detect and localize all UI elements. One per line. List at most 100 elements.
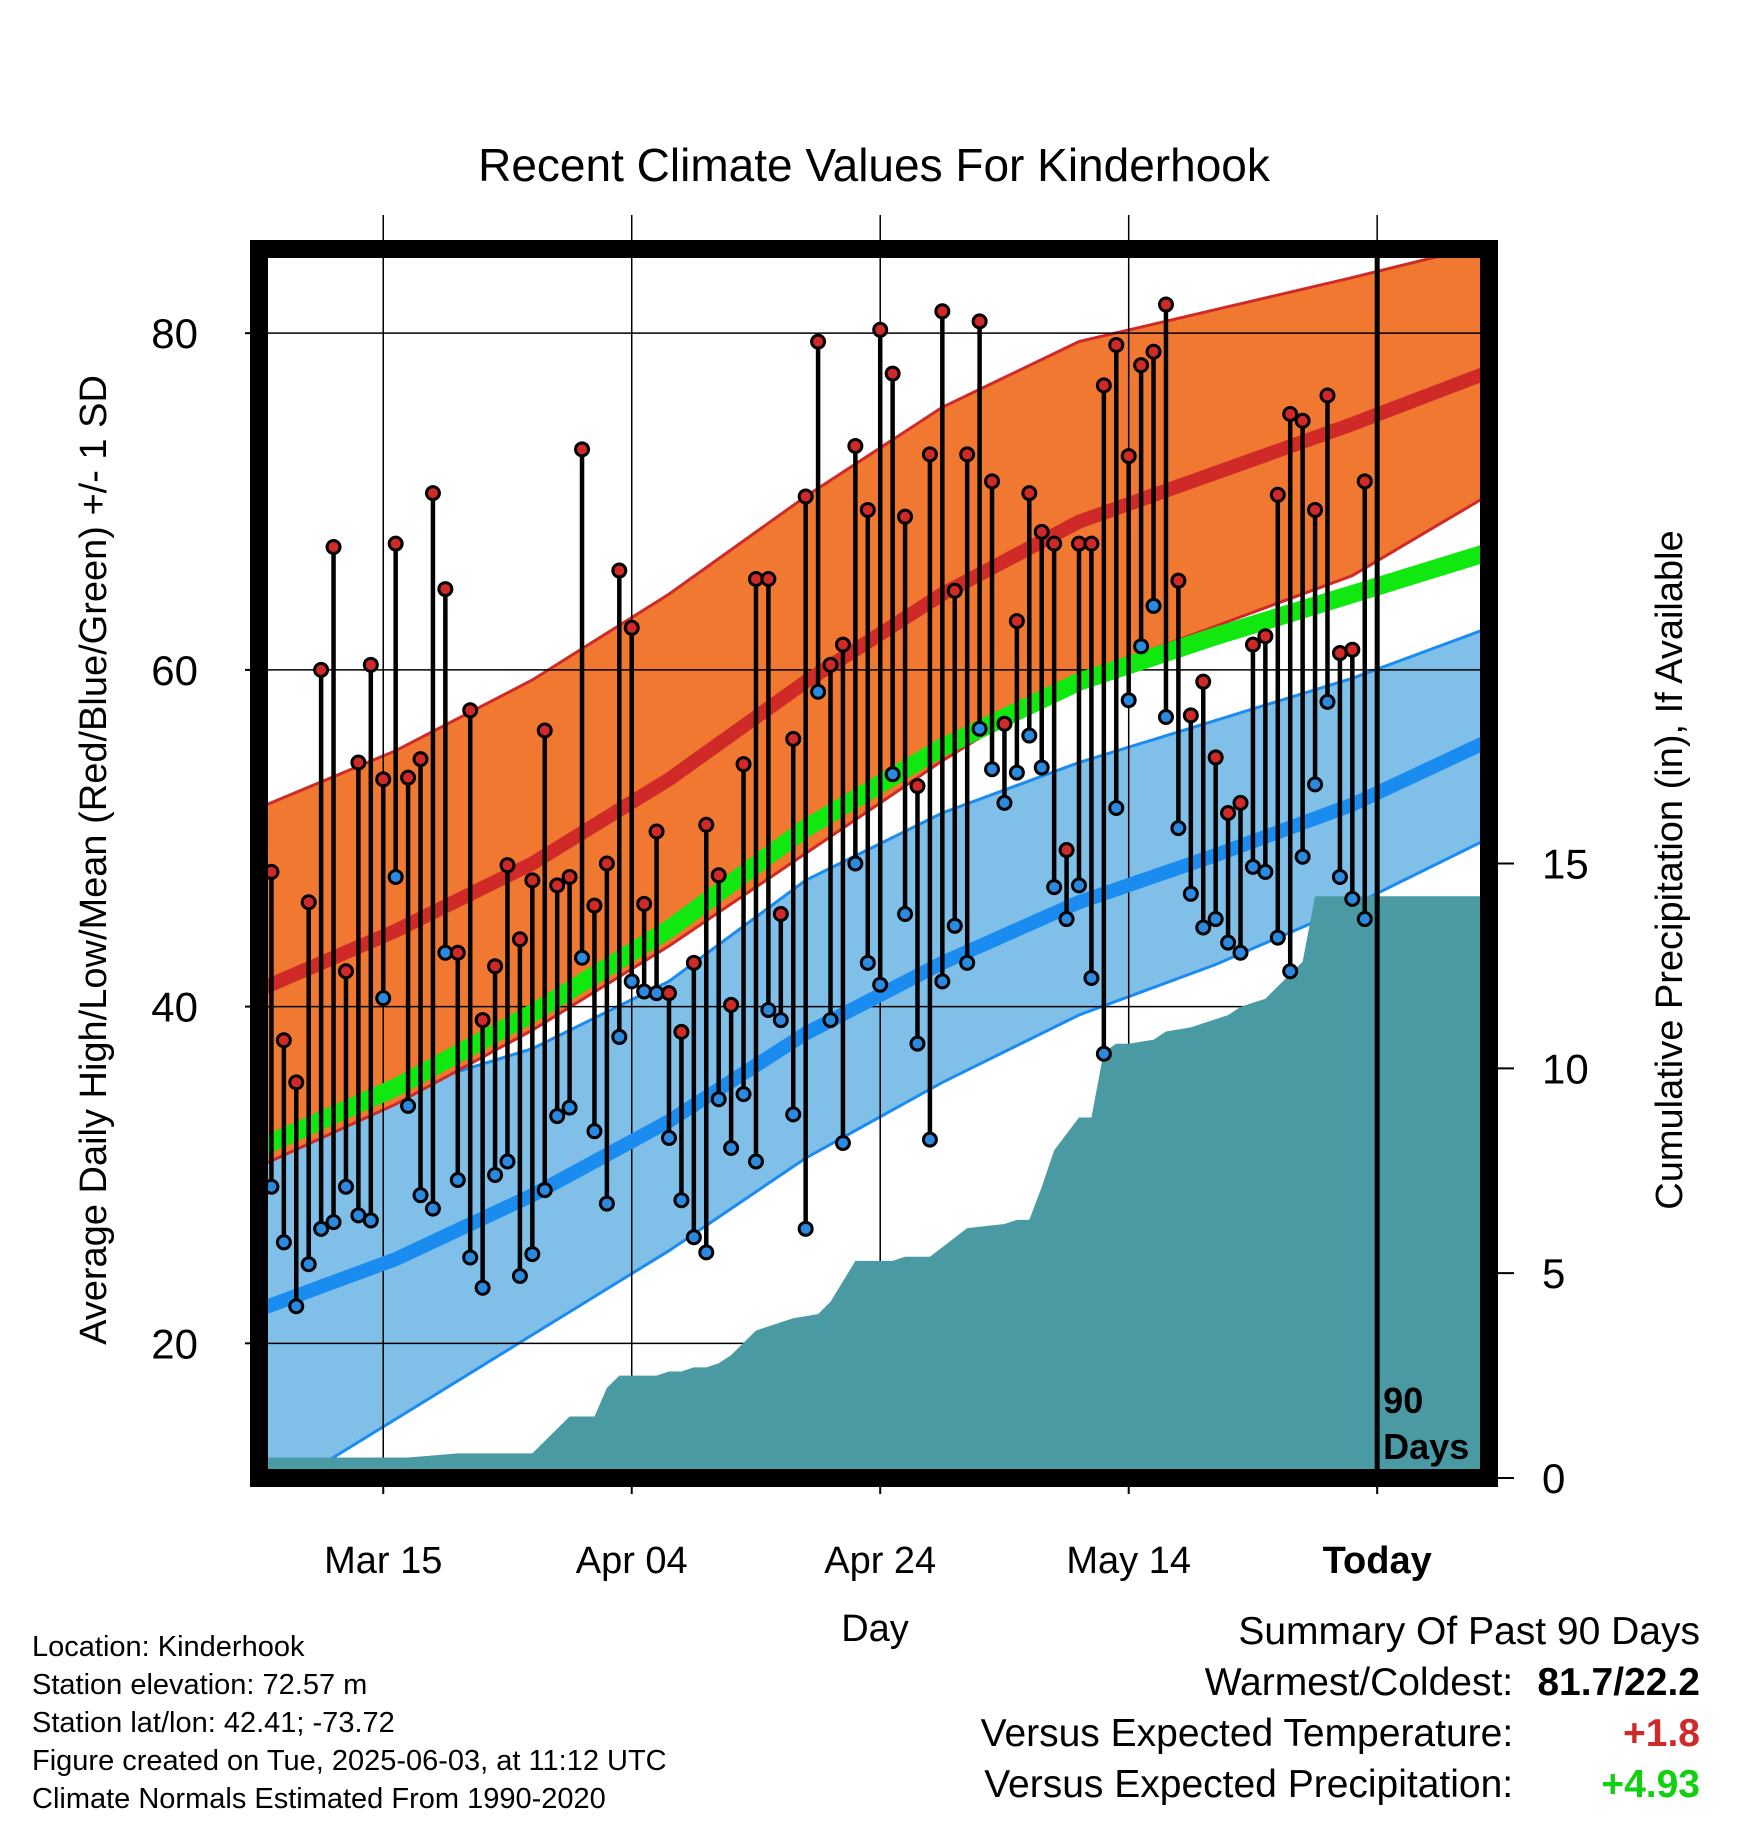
daily-low-point bbox=[872, 976, 889, 993]
daily-low-point bbox=[909, 1035, 926, 1052]
y-axis-ticks: 20 40 60 80 bbox=[151, 310, 259, 1367]
daily-low-point bbox=[1195, 919, 1212, 936]
daily-high-point bbox=[1319, 387, 1336, 404]
daily-high-point bbox=[723, 996, 740, 1013]
y2-axis-ticks: 0 5 10 15 bbox=[1489, 841, 1589, 1502]
daily-points bbox=[251, 296, 1373, 1315]
daily-high-point bbox=[1083, 535, 1100, 552]
summary-precipitation: Versus Expected Precipitation: +4.93 bbox=[981, 1763, 1700, 1814]
daily-low-point bbox=[561, 1099, 578, 1116]
chart-title: Recent Climate Values For Kinderhook bbox=[478, 139, 1271, 191]
daily-low-point bbox=[1331, 868, 1348, 885]
temp-anomaly-label: Versus Expected Temperature: bbox=[980, 1712, 1514, 1755]
summary-panel: Summary Of Past 90 Days Warmest/Coldest:… bbox=[981, 1610, 1700, 1814]
daily-high-point bbox=[424, 485, 441, 502]
daily-low-point bbox=[387, 868, 404, 885]
daily-range-stems bbox=[256, 304, 1368, 1307]
daily-high-point bbox=[1220, 804, 1237, 821]
daily-high-point bbox=[1244, 636, 1261, 653]
daily-low-point bbox=[1344, 890, 1361, 907]
daily-high-point bbox=[909, 778, 926, 795]
daily-high-point bbox=[1095, 377, 1112, 394]
daily-high-point bbox=[1170, 572, 1187, 589]
daily-high-point bbox=[648, 823, 665, 840]
daily-high-point bbox=[760, 570, 777, 587]
daily-high-point bbox=[313, 661, 330, 678]
today-marker: 90 Days bbox=[1374, 249, 1469, 1478]
today-days-count: 90 bbox=[1383, 1380, 1423, 1421]
daily-low-point bbox=[536, 1182, 553, 1199]
daily-low-point bbox=[1307, 776, 1324, 793]
daily-high-point bbox=[437, 581, 454, 598]
daily-low-point bbox=[300, 1256, 317, 1273]
daily-low-point bbox=[449, 1172, 466, 1189]
x-axis-label: Day bbox=[841, 1608, 909, 1650]
x-tick-label: Apr 24 bbox=[824, 1540, 936, 1582]
daily-high-point bbox=[275, 1032, 292, 1049]
daily-high-point bbox=[847, 437, 864, 454]
daily-high-point bbox=[462, 702, 479, 719]
daily-low-point bbox=[462, 1249, 479, 1266]
y2-tick-label: 15 bbox=[1542, 841, 1589, 888]
daily-high-point bbox=[1195, 673, 1212, 690]
daily-high-point bbox=[685, 954, 702, 971]
daily-low-point bbox=[636, 983, 653, 1000]
daily-low-point bbox=[822, 1012, 839, 1029]
daily-high-point bbox=[1021, 485, 1038, 502]
daily-low-point bbox=[1071, 877, 1087, 894]
daily-high-point bbox=[636, 895, 653, 912]
daily-low-point bbox=[1294, 848, 1311, 865]
daily-low-point bbox=[362, 1212, 379, 1229]
daily-high-point bbox=[735, 756, 752, 773]
cumulative-precip-area bbox=[259, 896, 1489, 1478]
daily-high-point bbox=[1108, 336, 1125, 353]
summary-warmest-coldest: Warmest/Coldest: 81.7/22.2 bbox=[981, 1661, 1700, 1712]
daily-high-point bbox=[511, 931, 528, 948]
daily-low-point bbox=[847, 855, 864, 872]
x-tick-label: May 14 bbox=[1066, 1540, 1191, 1582]
daily-high-point bbox=[1058, 842, 1075, 859]
daily-high-point bbox=[772, 906, 789, 923]
y-tick-label: 80 bbox=[151, 310, 198, 357]
daily-high-point bbox=[834, 636, 851, 653]
daily-low-point bbox=[586, 1123, 603, 1140]
daily-high-point bbox=[1344, 641, 1361, 658]
daily-high-point bbox=[710, 867, 727, 884]
daily-high-point bbox=[1269, 486, 1286, 503]
x-tick-label: Today bbox=[1323, 1540, 1432, 1582]
daily-low-point bbox=[1021, 727, 1038, 744]
daily-high-point bbox=[611, 562, 628, 579]
precip-anomaly-label: Versus Expected Precipitation: bbox=[984, 1763, 1514, 1806]
daily-high-point bbox=[984, 473, 1001, 490]
daily-low-point bbox=[797, 1220, 814, 1237]
daily-high-point bbox=[549, 877, 566, 894]
daily-low-point bbox=[325, 1214, 342, 1231]
daily-low-point bbox=[785, 1106, 802, 1123]
daily-high-point bbox=[785, 730, 802, 747]
daily-low-point bbox=[747, 1153, 764, 1170]
daily-high-point bbox=[1282, 405, 1299, 422]
daily-low-point bbox=[760, 1001, 777, 1018]
daily-high-point bbox=[1307, 501, 1324, 518]
daily-high-point bbox=[971, 313, 988, 330]
daily-low-point bbox=[996, 794, 1013, 811]
y2-axis-label: Cumulative Precipitation (in), If Availa… bbox=[1649, 530, 1691, 1209]
daily-high-point bbox=[810, 333, 827, 350]
daily-low-point bbox=[1319, 693, 1336, 710]
low-sd-band bbox=[259, 627, 1489, 1478]
daily-low-point bbox=[400, 1097, 417, 1114]
daily-low-point bbox=[1182, 885, 1199, 902]
daily-low-point bbox=[1120, 692, 1137, 709]
daily-low-point bbox=[834, 1134, 851, 1151]
daily-high-point bbox=[362, 656, 379, 673]
precip-anomaly-value: +4.93 bbox=[1601, 1763, 1700, 1806]
daily-low-point bbox=[859, 954, 876, 971]
daily-high-point bbox=[598, 855, 615, 872]
y2-tick-label: 0 bbox=[1542, 1455, 1565, 1502]
daily-low-point bbox=[412, 1187, 429, 1204]
daily-high-point bbox=[797, 488, 814, 505]
daily-low-point bbox=[884, 766, 901, 783]
daily-low-point bbox=[959, 954, 976, 971]
daily-high-point bbox=[1232, 794, 1249, 811]
daily-high-point bbox=[1133, 357, 1150, 374]
